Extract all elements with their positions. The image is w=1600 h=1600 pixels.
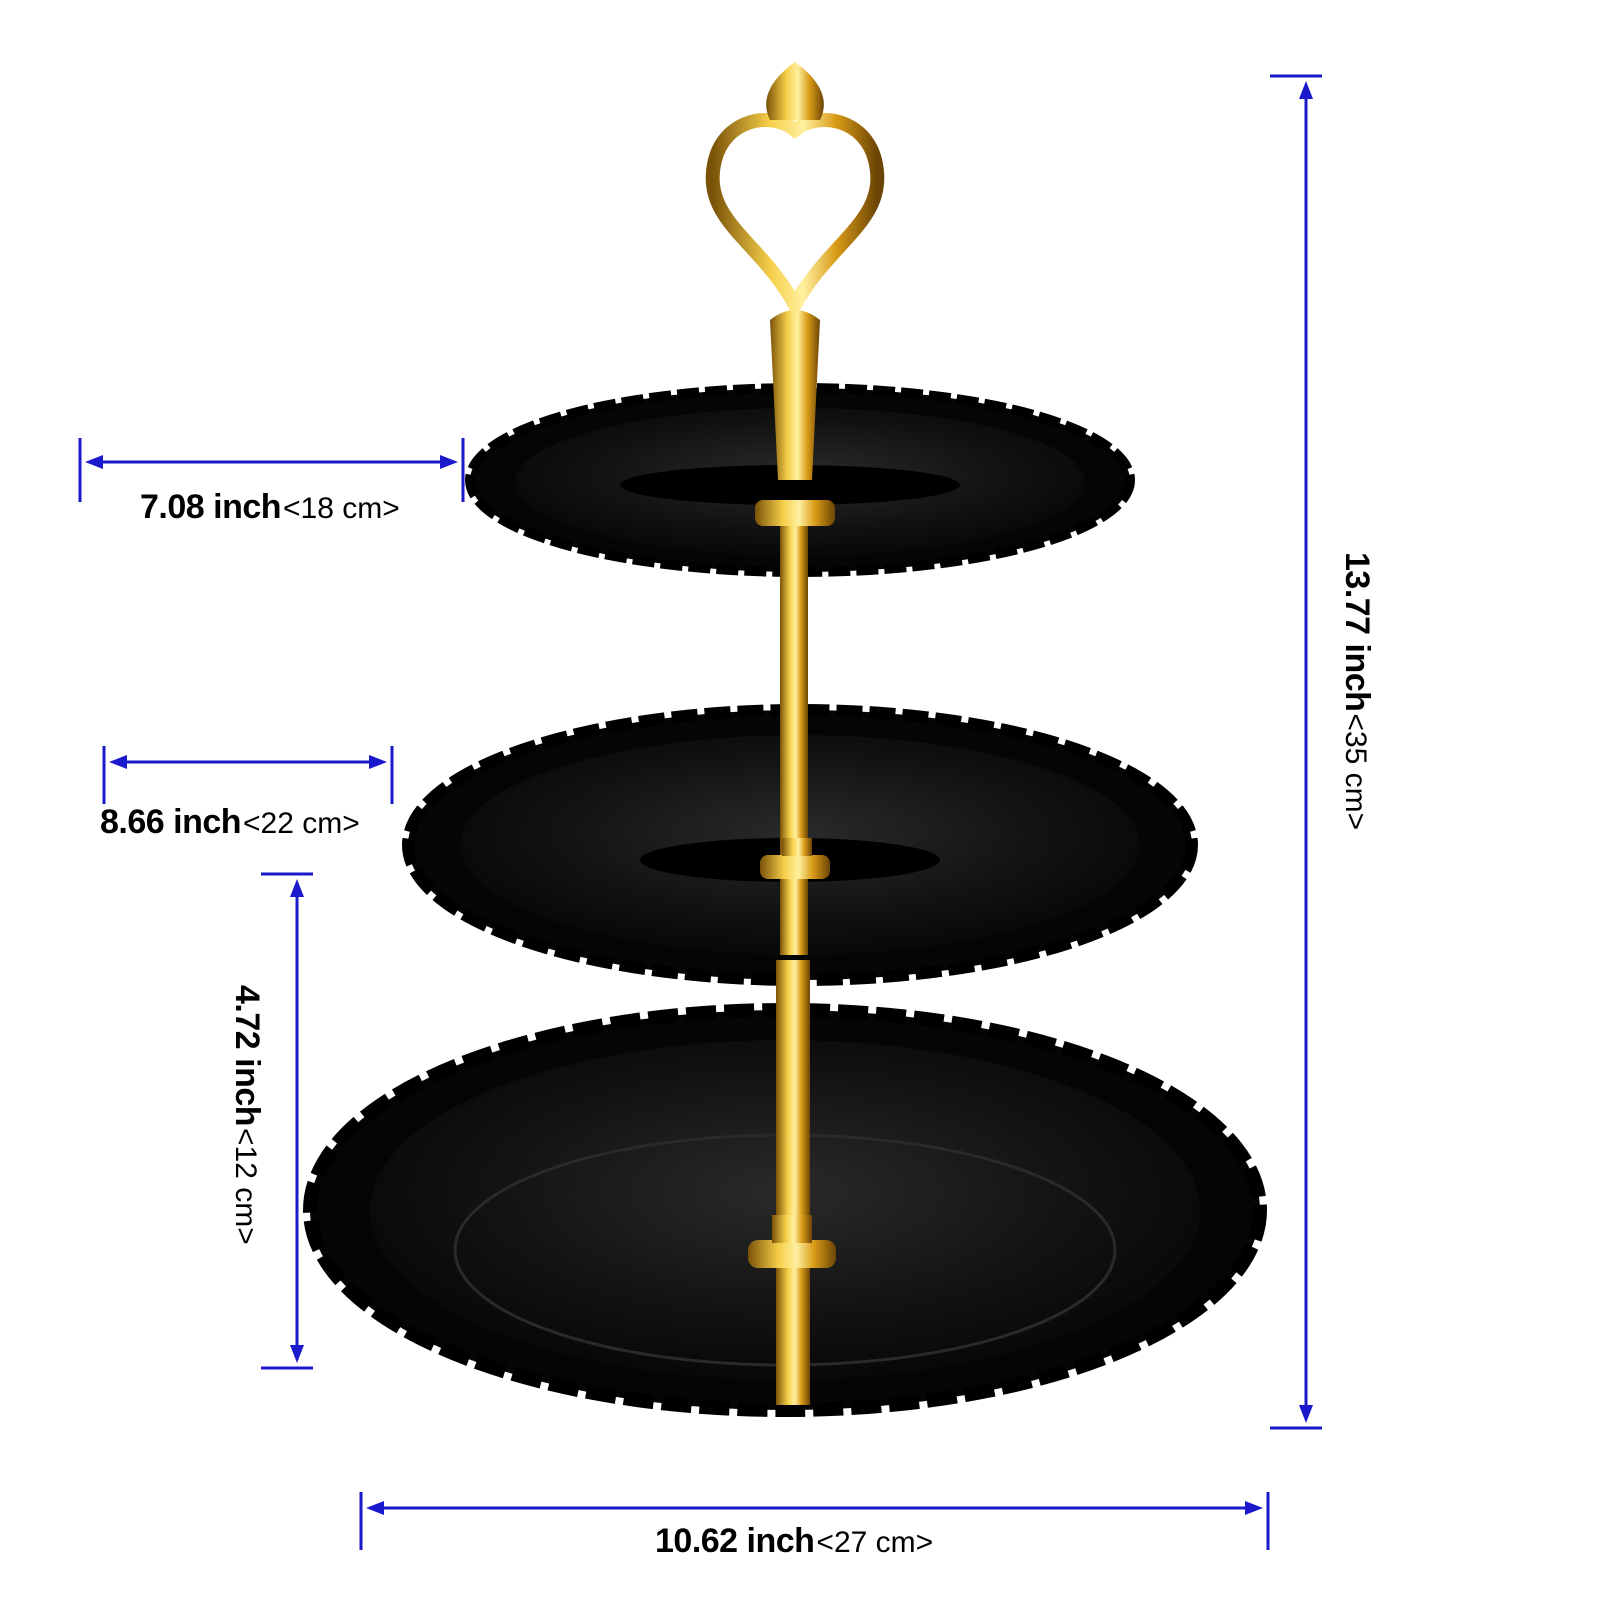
- total-height-label: 13.77 inch<35 cm>: [1338, 552, 1376, 831]
- top-tier-width-cm: <18 cm>: [283, 492, 400, 525]
- tier-gap-height-label: 4.72 inch<12 cm>: [228, 985, 266, 1245]
- top-tier-width-label: 7.08 inch<18 cm>: [140, 490, 400, 524]
- middle-tier-width-inch: 8.66 inch: [100, 803, 242, 841]
- tier-gap-height-cm: <12 cm>: [229, 1128, 262, 1245]
- total-height-cm: <35 cm>: [1339, 713, 1372, 831]
- gold-handle: [705, 62, 885, 320]
- middle-tier-width-cm: <22 cm>: [243, 807, 360, 840]
- bottom-tier-width-inch: 10.62 inch: [655, 1522, 815, 1560]
- middle-tier-width-label: 8.66 inch<22 cm>: [100, 805, 360, 839]
- total-height-inch: 13.77 inch: [1338, 552, 1376, 712]
- bottom-tier-width-label: 10.62 inch<27 cm>: [655, 1524, 933, 1558]
- top-tier-width-inch: 7.08 inch: [140, 488, 282, 526]
- dimension-lines: [78, 74, 1322, 1550]
- gold-rod: [748, 310, 836, 1405]
- tier-gap-height-inch: 4.72 inch: [228, 985, 266, 1127]
- bottom-tier-width-cm: <27 cm>: [816, 1526, 934, 1559]
